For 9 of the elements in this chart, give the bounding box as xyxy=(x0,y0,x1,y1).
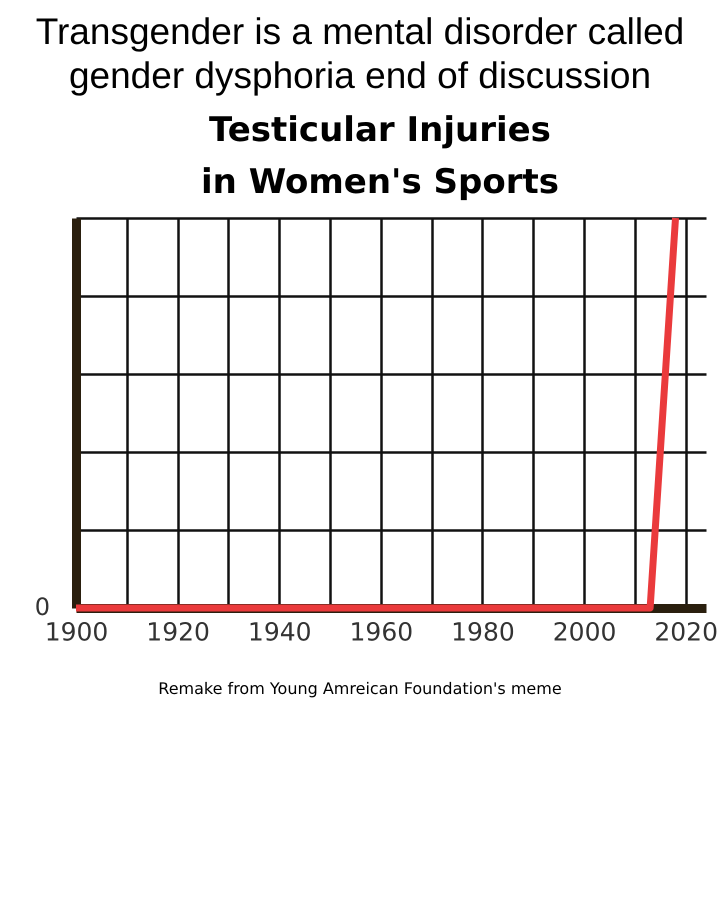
x-tick-label: 1920 xyxy=(146,618,210,646)
x-tick-label: 1980 xyxy=(451,618,515,646)
x-tick-label: 1960 xyxy=(350,618,414,646)
x-tick-label: 1940 xyxy=(248,618,312,646)
chart-subtitle: Testicular Injuries in Women's Sports xyxy=(200,109,560,204)
text: Remake from Young Amreican Foundation's meme xyxy=(157,679,563,698)
x-tick-label: 2000 xyxy=(552,618,616,646)
x-tick-label: 2020 xyxy=(654,618,718,646)
chart-title: Transgender is a mental disorder called gender dysphoria end of discussion xyxy=(34,10,686,98)
